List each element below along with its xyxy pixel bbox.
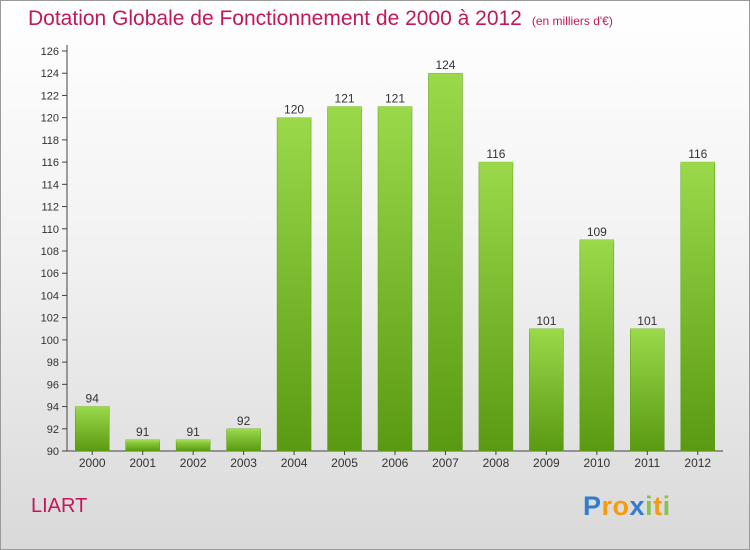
- bar-highlight: [125, 439, 160, 442]
- y-tick-label: 116: [41, 157, 59, 169]
- logo-letter: r: [601, 491, 613, 521]
- bar-highlight: [579, 239, 614, 242]
- y-tick-label: 108: [41, 246, 59, 258]
- bar: [276, 117, 312, 452]
- bar-highlight: [630, 328, 665, 331]
- logo-letter: P: [583, 491, 602, 521]
- y-tick-label: 104: [41, 290, 59, 302]
- bar: [478, 161, 514, 452]
- chart-subtitle: (en milliers d'€): [531, 14, 613, 28]
- proxiti-logo: Proxiti: [583, 491, 671, 522]
- data-label: 109: [587, 225, 607, 239]
- logo-letter: i: [645, 491, 654, 521]
- commune-name: LIART: [31, 495, 88, 517]
- y-tick-label: 126: [41, 46, 59, 58]
- bars: 94 2000 91 2001 91 2002 92 2003 120 2004 121 2005 12…: [74, 58, 716, 470]
- y-tick-label: 96: [47, 379, 59, 391]
- y-tick-label: 110: [41, 224, 59, 236]
- bar: [226, 428, 261, 452]
- y-tick-label: 122: [41, 90, 59, 102]
- bar-highlight: [529, 328, 564, 331]
- data-label: 120: [284, 103, 304, 117]
- data-label: 91: [186, 425, 200, 439]
- data-label: 101: [536, 314, 556, 328]
- data-label: 116: [688, 147, 707, 161]
- y-tick-label: 100: [41, 335, 59, 347]
- y-tick-label: 94: [47, 402, 59, 414]
- bar: [428, 72, 463, 452]
- bar: [630, 328, 665, 452]
- x-tick-label: 2010: [583, 456, 610, 470]
- x-tick-label: 2006: [382, 456, 409, 470]
- y-tick-label: 98: [47, 357, 59, 369]
- data-label: 94: [86, 392, 100, 406]
- x-tick-label: 2002: [180, 456, 207, 470]
- y-tick-label: 114: [41, 179, 59, 191]
- y-tick-label: 106: [41, 268, 59, 280]
- bar-highlight: [176, 439, 211, 442]
- data-label: 116: [486, 147, 505, 161]
- bar: [680, 161, 716, 452]
- bar: [74, 406, 110, 452]
- x-tick-label: 2000: [79, 456, 106, 470]
- data-label: 101: [637, 314, 657, 328]
- x-tick-label: 2001: [129, 456, 156, 470]
- x-tick-label: 2007: [432, 456, 459, 470]
- bar-highlight: [277, 117, 312, 120]
- bar-highlight: [327, 106, 362, 109]
- bar: [579, 239, 615, 452]
- x-tick-label: 2009: [533, 456, 560, 470]
- bar-highlight: [680, 162, 715, 165]
- data-label: 92: [237, 414, 251, 428]
- logo-letter: i: [662, 491, 671, 521]
- data-label: 124: [435, 58, 455, 72]
- x-tick-label: 2004: [281, 456, 308, 470]
- bar-highlight: [226, 428, 261, 431]
- bar: [529, 328, 564, 452]
- bar: [377, 106, 413, 452]
- logo-letter: x: [629, 491, 646, 521]
- y-tick-label: 92: [47, 424, 59, 436]
- data-label: 91: [136, 425, 150, 439]
- logo-letter: t: [653, 491, 663, 521]
- bar: [327, 106, 362, 452]
- y-tick-label: 112: [41, 202, 59, 214]
- bar-highlight: [428, 73, 463, 76]
- data-label: 121: [385, 92, 405, 106]
- x-tick-label: 2003: [230, 456, 257, 470]
- y-tick-label: 90: [47, 446, 59, 458]
- x-tick-label: 2012: [684, 456, 711, 470]
- x-tick-label: 2008: [483, 456, 510, 470]
- logo-letter: o: [612, 491, 630, 521]
- data-label: 121: [335, 92, 355, 106]
- chart-title: Dotation Globale de Fonctionnement de 20…: [28, 7, 522, 30]
- y-tick-label: 118: [41, 135, 59, 147]
- x-tick-label: 2011: [634, 456, 660, 470]
- bar-highlight: [75, 406, 110, 409]
- x-tick-label: 2005: [331, 456, 358, 470]
- y-tick-label: 124: [41, 68, 59, 80]
- y-tick-label: 102: [41, 313, 59, 325]
- bar-highlight: [378, 106, 412, 109]
- y-tick-label: 120: [41, 113, 59, 125]
- title-row: Dotation Globale de Fonctionnement de 20…: [28, 7, 613, 31]
- bar-highlight: [478, 162, 513, 165]
